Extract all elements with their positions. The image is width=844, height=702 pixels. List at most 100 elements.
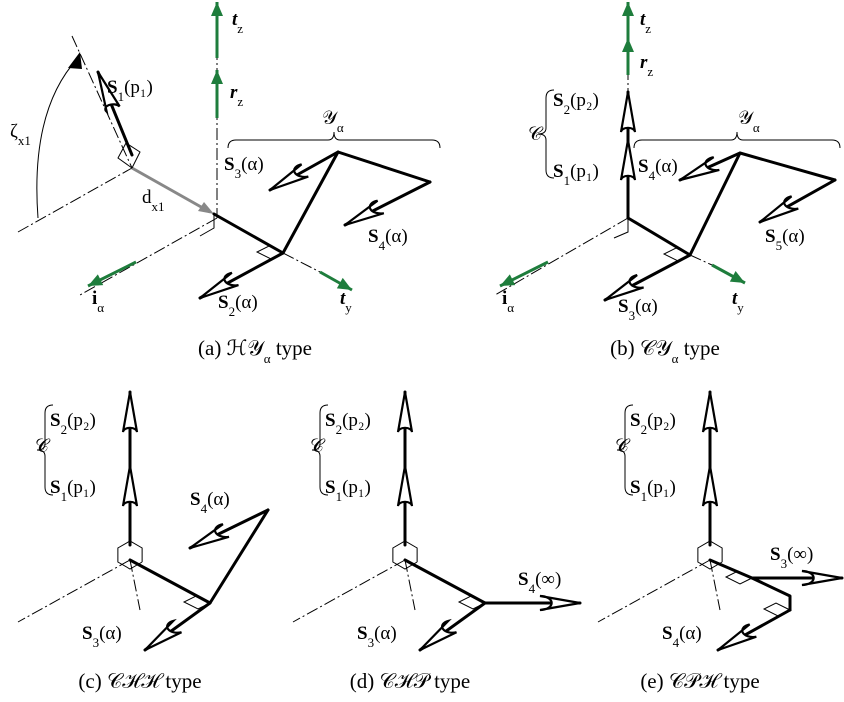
right-angle-marker: [200, 214, 214, 236]
label-part: z: [237, 94, 243, 109]
label: S3(α): [618, 296, 658, 323]
label-part: (c) 𝒞ℋℋ type: [78, 669, 201, 693]
label: 𝒞: [310, 436, 326, 457]
label-part: 𝒞: [615, 436, 631, 457]
right-angle-marker: [764, 603, 790, 616]
joint-cone: [123, 466, 137, 506]
joint-cone: [270, 164, 308, 190]
label: tz: [640, 9, 651, 36]
arrow-head: [622, 38, 634, 52]
label: S4(∞): [518, 569, 561, 596]
label: rz: [640, 52, 653, 79]
right-angle-marker: [614, 218, 628, 238]
line: [405, 560, 415, 610]
joint-cone: [145, 621, 182, 650]
label: ζx1: [10, 121, 31, 148]
label: S4(α): [638, 156, 678, 183]
line: [293, 560, 405, 622]
label: S1(p₁): [553, 161, 599, 188]
label-part: type: [271, 336, 312, 360]
label-part: (α): [655, 156, 678, 177]
label-part: 𝒴: [738, 108, 754, 129]
label: S1(p₁): [325, 477, 371, 504]
line: [130, 560, 140, 610]
figure: tzrzS1(p₁)𝒴αζx1dx1S3(α)S4(α)S2(α)iαty(a)…: [0, 0, 844, 702]
label-part: ζ: [10, 121, 18, 142]
label-part: 𝒞: [528, 124, 544, 145]
label-part: (p₂): [647, 410, 676, 431]
link: [130, 510, 268, 603]
label-part: (α): [207, 489, 230, 510]
label-part: S: [50, 410, 61, 431]
label: S5(α): [765, 226, 805, 253]
label-part: (b) 𝒞𝒴: [610, 336, 673, 360]
arrow-head: [211, 70, 223, 84]
label-part: (p₁): [67, 477, 96, 498]
label-part: (p₁): [647, 477, 676, 498]
label: ty: [732, 288, 744, 315]
label: S2(α): [218, 292, 258, 319]
angle-arc: [37, 58, 78, 218]
label: S1(p₁): [50, 477, 96, 504]
label: S2(p₂): [50, 410, 96, 437]
caption: (c) 𝒞ℋℋ type: [78, 669, 201, 693]
label-part: S: [553, 90, 564, 111]
label-part: (∞): [535, 569, 561, 590]
label-part: S: [50, 477, 61, 498]
label-part: z: [645, 21, 651, 36]
label-part: S: [224, 154, 235, 175]
label-part: (p₂): [342, 410, 371, 431]
label-part: y: [737, 300, 744, 315]
label: 𝒞: [528, 124, 544, 145]
arrow-head: [622, 2, 634, 16]
joint-cone: [190, 524, 229, 548]
label-part: α: [97, 300, 104, 315]
line: [710, 560, 720, 610]
label: S4(α): [662, 623, 702, 650]
label-part: (p₂): [67, 410, 96, 431]
label: S1(p₁): [630, 477, 676, 504]
label-part: (p₁): [570, 161, 599, 182]
label: rz: [230, 82, 243, 109]
label-part: α: [337, 120, 344, 135]
label: tz: [232, 9, 243, 36]
line: [18, 168, 132, 232]
label-part: (α): [635, 296, 658, 317]
arrow-head: [198, 202, 214, 214]
joint-cone: [398, 466, 412, 506]
label: S2(p₂): [553, 90, 599, 117]
caption: (e) 𝒞𝒫ℋ type: [640, 669, 759, 693]
label-part: (α): [374, 623, 397, 644]
label: 𝒴α: [322, 108, 344, 135]
label: S2(p₂): [630, 410, 676, 437]
label-part: S: [107, 77, 118, 98]
label-part: α: [753, 120, 760, 135]
label-part: (α): [99, 623, 122, 644]
label-part: d: [142, 187, 152, 208]
arrow-head: [211, 2, 223, 16]
label-part: S: [618, 296, 629, 317]
label: S3(∞): [770, 544, 813, 571]
line: [495, 218, 628, 295]
label-part: S: [770, 544, 781, 565]
joint-cone: [398, 392, 412, 432]
joint-cone: [621, 140, 635, 180]
label-part: type: [678, 336, 719, 360]
label-part: S: [630, 410, 641, 431]
label-part: z: [647, 64, 653, 79]
line: [18, 560, 130, 622]
label-part: (a) ℋ𝒴: [198, 336, 265, 360]
label-part: 𝒞: [310, 436, 326, 457]
label-part: S: [218, 292, 229, 313]
label-part: S: [630, 477, 641, 498]
joint-cone: [420, 621, 457, 650]
label: iα: [92, 288, 104, 315]
joint-cone: [345, 201, 384, 225]
label: 𝒞: [35, 436, 51, 457]
label-part: y: [345, 300, 352, 315]
label-part: S: [638, 156, 649, 177]
label-part: S: [765, 226, 776, 247]
label-part: 𝒞: [35, 436, 51, 457]
label-part: S: [553, 161, 564, 182]
label-part: (α): [385, 226, 408, 247]
